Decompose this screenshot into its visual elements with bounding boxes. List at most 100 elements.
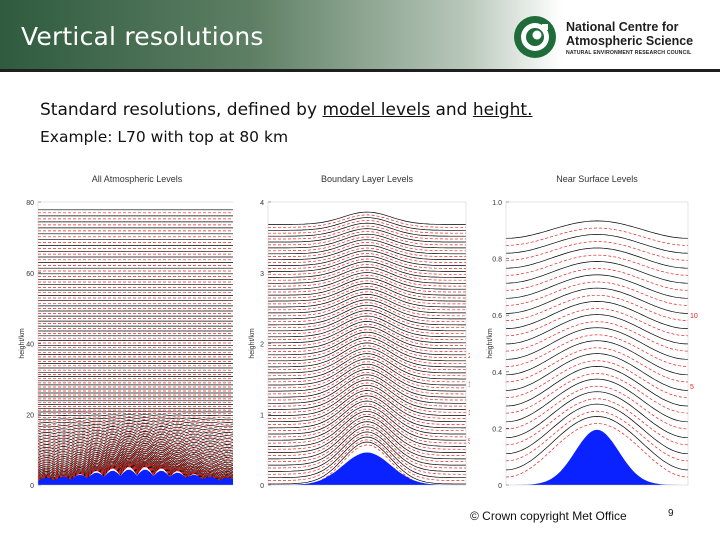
half-level-line — [268, 413, 466, 450]
model-level-line — [268, 244, 466, 261]
half-level-line — [38, 461, 233, 477]
model-level-line — [268, 331, 466, 356]
half-level-line — [38, 462, 233, 478]
half-level-line — [268, 307, 466, 329]
model-level-line — [268, 410, 466, 447]
model-level-line — [268, 288, 466, 308]
model-level-line — [268, 261, 466, 278]
y-tick-label: 80 — [26, 200, 34, 207]
model-level-line — [38, 454, 233, 468]
half-level-line — [268, 371, 466, 401]
y-tick-label: 0.8 — [492, 257, 502, 264]
body-line-2: Example: L70 with top at 80 km — [40, 128, 289, 146]
model-level-line — [38, 431, 233, 438]
half-level-line — [38, 439, 233, 449]
model-level-line — [268, 299, 466, 320]
model-level-line — [268, 342, 466, 368]
model-level-line — [506, 416, 688, 471]
y-tick-label: 40 — [26, 342, 34, 349]
half-level-line — [268, 387, 466, 419]
half-level-line — [268, 382, 466, 413]
half-level-line — [506, 347, 688, 383]
half-level-line — [268, 361, 466, 389]
half-level-line — [268, 253, 466, 269]
half-level-line — [38, 424, 233, 429]
model-level-line — [38, 425, 233, 431]
model-level-line — [38, 414, 233, 417]
model-level-line — [268, 436, 466, 479]
y-tick-label: 20 — [26, 412, 34, 419]
level-plot-svg: 0 0.2 0.4 0.6 0.8 1.0 height/km 10 5 — [487, 200, 698, 490]
level-plot-1: All Atmospheric Levels 0 20 40 60 80 height/km… — [18, 174, 233, 490]
y-tick-label: 3 — [260, 271, 264, 278]
half-level-line — [38, 419, 233, 422]
half-level-line — [268, 214, 466, 228]
half-level-line — [268, 220, 466, 234]
half-level-line — [268, 258, 466, 275]
model-level-line — [268, 390, 466, 423]
model-level-line — [268, 228, 466, 243]
half-level-line — [506, 268, 688, 291]
half-level-line — [38, 458, 233, 473]
model-level-line — [268, 283, 466, 302]
plot-area — [268, 211, 466, 485]
model-level-line — [506, 234, 688, 254]
y-tick-label: 60 — [26, 271, 34, 278]
model-level-line — [268, 441, 466, 485]
model-level-line — [268, 239, 466, 255]
model-level-line — [506, 353, 688, 391]
half-level-line — [506, 410, 688, 462]
plot-title: Near Surface Levels — [556, 174, 638, 184]
model-level-line — [268, 369, 466, 398]
half-level-line — [268, 408, 466, 444]
model-level-line — [268, 217, 466, 231]
half-level-line — [268, 291, 466, 311]
model-levels-link[interactable]: model levels — [322, 100, 431, 120]
model-level-line — [268, 294, 466, 314]
page-number: 9 — [668, 508, 674, 519]
orography — [38, 469, 233, 485]
model-level-line — [268, 405, 466, 441]
half-level-line — [268, 269, 466, 287]
model-level-line — [506, 378, 688, 423]
level-plot-2: Boundary Layer Levels 0 1 2 3 4 height/km 20 15 1… — [248, 174, 470, 490]
height-link[interactable]: height. — [472, 100, 533, 120]
header-rule — [0, 69, 720, 72]
model-level-line — [506, 220, 688, 239]
half-level-line — [268, 313, 466, 335]
y-tick-label: 0.6 — [492, 313, 502, 320]
model-level-line — [506, 261, 688, 284]
model-level-line — [268, 395, 466, 429]
orography — [506, 429, 688, 485]
model-level-line — [268, 211, 466, 225]
model-level-line — [268, 326, 466, 350]
half-level-line — [38, 454, 233, 467]
half-level-line — [38, 463, 233, 479]
header-bar — [0, 0, 720, 70]
half-level-line — [38, 416, 233, 418]
half-level-line — [38, 446, 233, 457]
model-level-line — [268, 337, 466, 362]
logo-line-3: NATURAL ENVIRONMENT RESEARCH COUNCIL — [566, 50, 692, 56]
half-level-line — [506, 281, 688, 306]
logo-line-1: National Centre for — [566, 20, 679, 34]
plot-frame — [505, 201, 689, 486]
half-level-line — [506, 241, 688, 261]
half-level-line — [38, 421, 233, 426]
half-level-line — [268, 350, 466, 377]
footer-copyright: © Crown copyright Met Office — [470, 509, 627, 523]
y-tick-label: 0 — [30, 483, 34, 490]
model-level-line — [268, 255, 466, 272]
level-label: 10 — [468, 410, 470, 417]
half-level-line — [38, 448, 233, 460]
half-level-line — [38, 429, 233, 436]
model-level-line — [38, 449, 233, 461]
half-level-line — [506, 308, 688, 337]
model-level-line — [506, 274, 688, 299]
model-level-line — [38, 453, 233, 466]
y-tick-label: 0.4 — [492, 370, 502, 377]
model-level-line — [268, 310, 466, 332]
model-level-line — [38, 428, 233, 435]
half-level-line — [268, 280, 466, 299]
y-tick-label: 2 — [260, 342, 264, 349]
